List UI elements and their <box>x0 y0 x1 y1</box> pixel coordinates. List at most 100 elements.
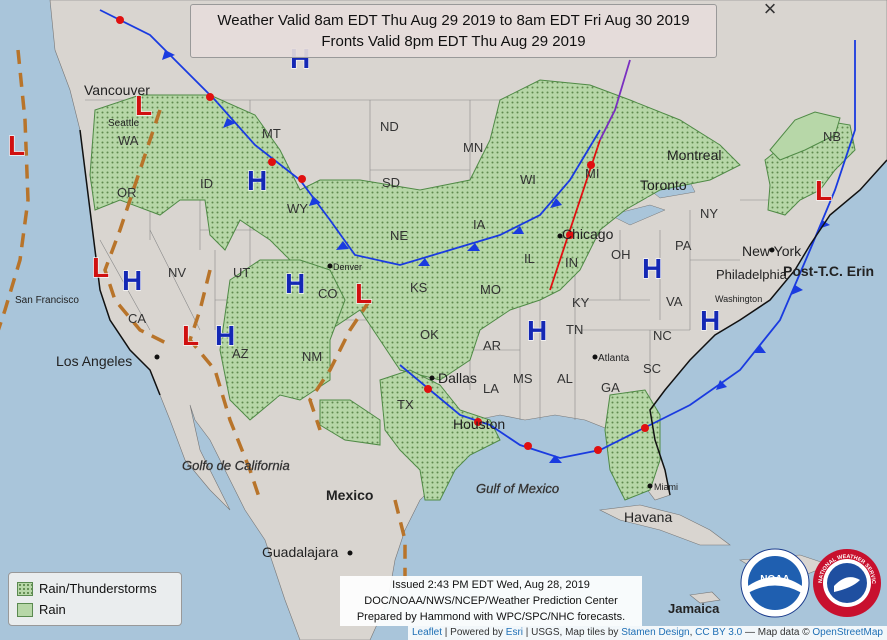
svg-text:NOAA: NOAA <box>760 574 789 585</box>
fronts-valid-line: Fronts Valid 8pm EDT Thu Aug 29 2019 <box>321 33 586 50</box>
agency-line: DOC/NOAA/NWS/NCEP/Weather Prediction Cen… <box>364 595 618 607</box>
cold-front-west <box>99 9 601 266</box>
svg-text:VA: VA <box>666 294 683 309</box>
svg-text:Chicago: Chicago <box>562 226 614 242</box>
svg-text:NY: NY <box>700 206 718 221</box>
svg-text:MN: MN <box>463 140 483 155</box>
map-attribution: Leaflet | Powered by Esri | USGS, Map ti… <box>408 626 887 640</box>
high-pressure-tn: H <box>527 315 547 346</box>
close-button[interactable]: × <box>763 0 777 21</box>
svg-text:ID: ID <box>200 176 213 191</box>
legend-item-rain: Rain <box>17 599 173 620</box>
ccby-link[interactable]: CC BY 3.0 <box>695 627 743 638</box>
svg-text:CO: CO <box>318 286 338 301</box>
occluded-front <box>599 59 631 141</box>
troughs <box>0 49 407 580</box>
svg-text:OK: OK <box>420 327 439 342</box>
svg-text:SC: SC <box>643 361 661 376</box>
low-pressure-ne: L <box>815 175 832 206</box>
pressure-highs: H H H H H H H H <box>121 42 720 351</box>
svg-text:PA: PA <box>675 238 692 253</box>
stamen-link[interactable]: Stamen Design <box>621 627 690 638</box>
nws-logo-icon[interactable]: NATIONAL WEATHER SERVICE <box>812 548 882 618</box>
svg-text:Toronto: Toronto <box>640 177 687 193</box>
svg-text:KS: KS <box>410 280 428 295</box>
svg-text:CA: CA <box>128 311 146 326</box>
high-pressure-nv: H <box>122 265 142 296</box>
svg-text:Gulf of Mexico: Gulf of Mexico <box>476 481 559 496</box>
svg-text:OR: OR <box>117 185 137 200</box>
legend-item-rain-thunderstorms: Rain/Thunderstorms <box>17 578 173 599</box>
svg-text:Denver: Denver <box>333 262 362 272</box>
svg-text:MO: MO <box>480 282 501 297</box>
precip-legend: Rain/Thunderstorms Rain <box>8 572 182 626</box>
svg-text:NE: NE <box>390 228 408 243</box>
precip-rain <box>769 111 841 161</box>
svg-text:Havana: Havana <box>624 509 672 525</box>
svg-text:NB: NB <box>823 129 841 144</box>
svg-text:MS: MS <box>513 371 533 386</box>
svg-text:IL: IL <box>524 251 535 266</box>
svg-text:Mexico: Mexico <box>326 487 373 503</box>
svg-text:AZ: AZ <box>232 346 249 361</box>
svg-text:Vancouver: Vancouver <box>84 82 150 98</box>
leaflet-link[interactable]: Leaflet <box>412 627 443 638</box>
svg-text:Jamaica: Jamaica <box>668 601 720 616</box>
stippled-swatch-icon <box>17 581 33 596</box>
svg-text:IN: IN <box>565 255 578 270</box>
svg-text:IA: IA <box>473 217 486 232</box>
low-pressure-az: L <box>182 320 199 351</box>
jamaica-land <box>689 591 721 604</box>
svg-text:NM: NM <box>302 349 322 364</box>
svg-text:OH: OH <box>611 247 631 262</box>
high-pressure-mt: H <box>247 165 267 196</box>
svg-text:Dallas: Dallas <box>438 370 477 386</box>
svg-text:Seattle: Seattle <box>108 118 140 129</box>
osm-link[interactable]: OpenStreetMap <box>812 627 883 638</box>
map-title-box: Weather Valid 8am EDT Thu Aug 29 2019 to… <box>190 4 717 58</box>
svg-text:SD: SD <box>382 175 400 190</box>
svg-text:Guadalajara: Guadalajara <box>262 544 338 560</box>
svg-text:AL: AL <box>557 371 573 386</box>
cuba-land <box>598 504 731 546</box>
legend-label: Rain <box>39 602 66 617</box>
svg-text:Golfo de California: Golfo de California <box>182 458 290 473</box>
svg-text:MI: MI <box>585 166 599 181</box>
svg-text:KY: KY <box>572 295 590 310</box>
svg-text:Philadelphia: Philadelphia <box>716 267 788 282</box>
weather-valid-line: Weather Valid 8am EDT Thu Aug 29 2019 to… <box>217 12 690 29</box>
noaa-logo-icon[interactable]: NOAA <box>740 548 810 618</box>
coastline-west <box>79 129 161 396</box>
svg-text:Montreal: Montreal <box>667 147 721 163</box>
low-pressure-nm: L <box>355 278 372 309</box>
svg-text:TX: TX <box>397 397 414 412</box>
cold-front-west-warm-bumps <box>116 16 306 183</box>
high-pressure-va: H <box>700 305 720 336</box>
low-pressure-ca: L <box>92 252 109 283</box>
svg-text:San Francisco: San Francisco <box>15 295 79 306</box>
svg-text:WI: WI <box>520 172 536 187</box>
pressure-lows: L L L L L L <box>7 89 832 351</box>
city-labels: Vancouver Seattle San Francisco Los Ange… <box>15 82 874 616</box>
cold-front-east-warm-bumps <box>424 385 649 454</box>
svg-text:Houston: Houston <box>453 416 505 432</box>
city-dots <box>154 233 775 556</box>
low-pressure-wa: L <box>135 90 152 121</box>
cold-front-west-barbs <box>162 50 562 266</box>
svg-text:LA: LA <box>483 381 499 396</box>
esri-link[interactable]: Esri <box>505 627 524 638</box>
svg-text:UT: UT <box>233 265 250 280</box>
cold-front-east <box>399 40 856 459</box>
svg-text:Miami: Miami <box>654 482 678 492</box>
state-labels: WA OR CA NV ID MT WY UT CO AZ NM ND SD N… <box>117 119 841 412</box>
solid-swatch-icon <box>17 602 33 617</box>
svg-text:Atlanta: Atlanta <box>598 353 630 364</box>
issued-info-box: Issued 2:43 PM EDT Wed, Aug 28, 2019 DOC… <box>340 576 642 626</box>
svg-text:Los Angeles: Los Angeles <box>56 353 132 369</box>
low-pressure-pacific: L <box>8 130 25 161</box>
issued-line: Issued 2:43 PM EDT Wed, Aug 28, 2019 <box>392 579 590 591</box>
high-pressure-oh: H <box>642 253 662 284</box>
svg-text:GA: GA <box>601 380 620 395</box>
svg-text:WY: WY <box>287 201 308 216</box>
